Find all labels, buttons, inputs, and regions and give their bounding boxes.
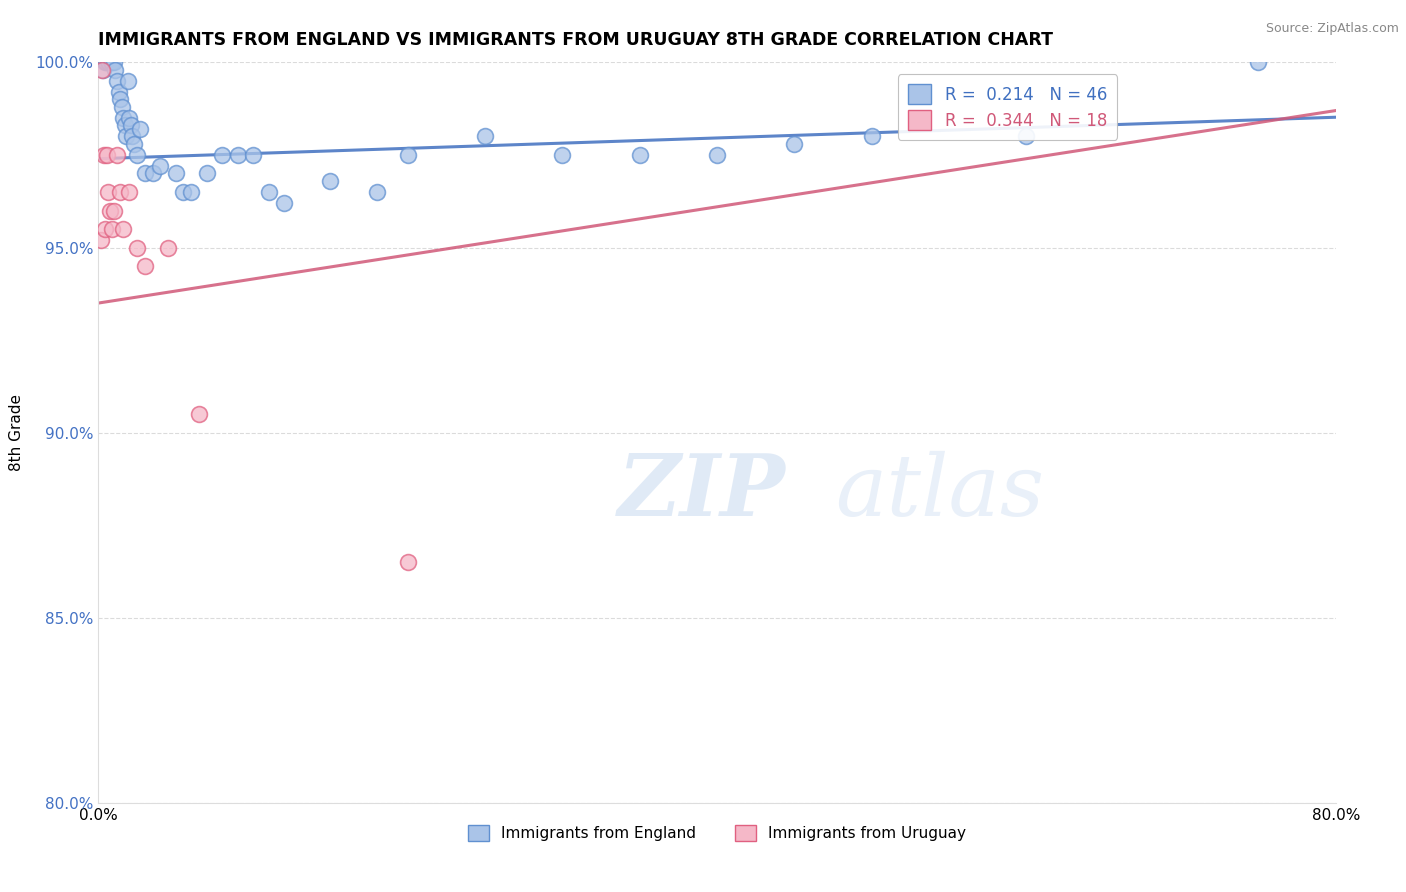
Point [149, 159, 172, 173]
Point [97, 55, 120, 70]
Point [104, 62, 127, 77]
Point [105, 74, 128, 88]
Point [103, 203, 125, 218]
Point [90, 233, 112, 247]
Point [97, 185, 120, 199]
Point [127, 240, 149, 254]
Point [860, 129, 883, 144]
Point [165, 167, 187, 181]
Point [628, 148, 651, 162]
Point [122, 136, 145, 151]
Point [100, 55, 122, 70]
Point [396, 555, 419, 569]
Point [93, 55, 115, 70]
Y-axis label: 8th Grade: 8th Grade [10, 394, 24, 471]
Point [273, 196, 295, 211]
Point [107, 85, 129, 99]
Point [129, 122, 152, 136]
Text: ZIP: ZIP [619, 450, 786, 533]
Point [180, 185, 202, 199]
Point [101, 55, 124, 70]
Legend: Immigrants from England, Immigrants from Uruguay: Immigrants from England, Immigrants from… [461, 819, 973, 847]
Point [157, 240, 180, 254]
Point [94, 222, 117, 236]
Point [96, 148, 118, 162]
Point [141, 167, 165, 181]
Point [121, 129, 143, 144]
Point [103, 55, 125, 70]
Point [98, 55, 121, 70]
Point [1015, 129, 1038, 144]
Point [127, 148, 149, 162]
Point [108, 93, 131, 107]
Point [100, 222, 122, 236]
Point [783, 136, 806, 151]
Point [114, 119, 136, 133]
Point [211, 148, 233, 162]
Point [474, 129, 496, 144]
Point [96, 55, 118, 70]
Point [1247, 55, 1270, 70]
Point [91, 62, 114, 77]
Point [98, 203, 121, 218]
Point [93, 148, 115, 162]
Point [134, 259, 156, 273]
Point [112, 111, 135, 125]
Point [134, 167, 156, 181]
Point [172, 185, 194, 199]
Point [551, 148, 574, 162]
Text: Source: ZipAtlas.com: Source: ZipAtlas.com [1265, 22, 1399, 36]
Point [706, 148, 728, 162]
Point [117, 74, 139, 88]
Point [105, 148, 128, 162]
Point [118, 111, 141, 125]
Point [319, 174, 342, 188]
Point [108, 185, 131, 199]
Point [396, 148, 419, 162]
Point [111, 100, 132, 114]
Text: atlas: atlas [835, 450, 1043, 533]
Point [257, 185, 280, 199]
Point [226, 148, 249, 162]
Point [112, 222, 135, 236]
Point [188, 407, 211, 421]
Point [115, 129, 138, 144]
Point [195, 167, 218, 181]
Point [120, 119, 142, 133]
Point [242, 148, 264, 162]
Point [91, 62, 114, 77]
Point [366, 185, 388, 199]
Text: IMMIGRANTS FROM ENGLAND VS IMMIGRANTS FROM URUGUAY 8TH GRADE CORRELATION CHART: IMMIGRANTS FROM ENGLAND VS IMMIGRANTS FR… [98, 31, 1053, 49]
Point [118, 185, 141, 199]
